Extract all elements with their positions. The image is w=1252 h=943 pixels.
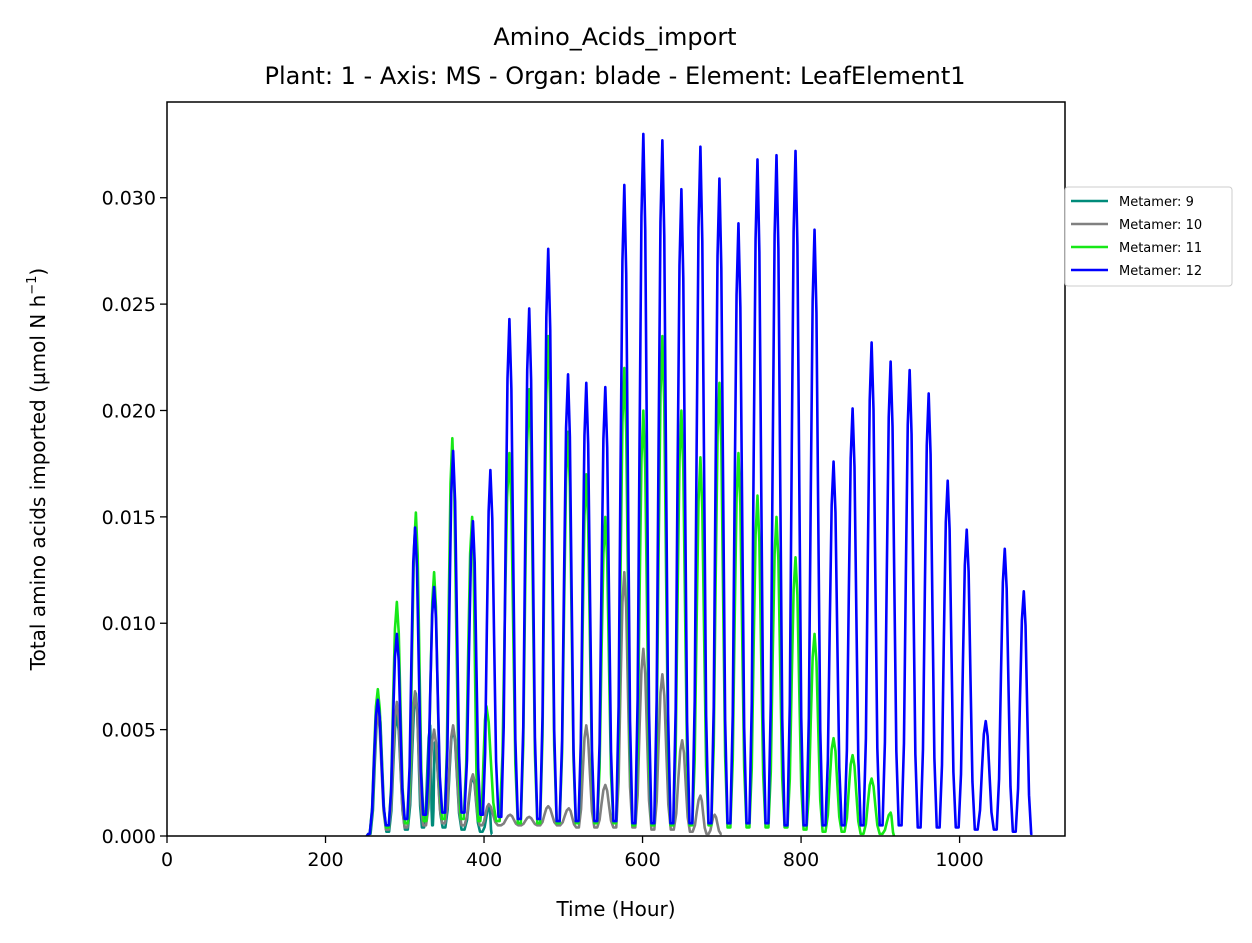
- x-tick-label: 800: [783, 849, 819, 871]
- y-axis-label: Total amino acids imported (µmol N h−1): [25, 268, 50, 671]
- y-tick-label: 0.005: [102, 720, 156, 742]
- x-axis-label: Time (Hour): [555, 897, 675, 921]
- y-axis-label-exponent: −1: [25, 276, 40, 295]
- y-tick-label: 0.015: [102, 507, 156, 529]
- x-tick-label: 0: [161, 849, 173, 871]
- legend-entry-label: Metamer: 10: [1119, 218, 1202, 233]
- x-tick-label: 600: [624, 849, 660, 871]
- chart-title: Amino_Acids_import: [493, 23, 736, 51]
- legend-items: Metamer: 9 Metamer: 10 Metamer: 11 Metamer:…: [1071, 195, 1202, 279]
- chart-subtitle: Plant: 1 - Axis: MS - Organ: blade - Ele…: [264, 62, 965, 90]
- series-line-metamer-12: [365, 132, 1033, 836]
- y-axis-label-close: ): [26, 268, 50, 276]
- y-axis-ticks: 0.000 0.005 0.010 0.015 0.020 0.025 0.030: [102, 188, 167, 848]
- y-tick-label: 0.030: [102, 188, 156, 210]
- x-tick-label: 400: [466, 849, 502, 871]
- legend: Metamer: 9 Metamer: 10 Metamer: 11 Metamer:…: [1064, 186, 1233, 287]
- legend-entry-label: Metamer: 9: [1119, 195, 1194, 210]
- y-tick-label: 0.020: [102, 400, 156, 422]
- x-tick-label: 200: [307, 849, 343, 871]
- x-tick-label: 1000: [935, 849, 983, 871]
- plot-frame: [166, 101, 1066, 837]
- y-tick-label: 0.010: [102, 613, 156, 635]
- y-tick-label: 0.025: [102, 294, 156, 316]
- legend-entry-label: Metamer: 11: [1119, 241, 1202, 256]
- y-axis-label-main: Total amino acids imported (µmol N h: [26, 295, 50, 671]
- legend-entry-label: Metamer: 12: [1119, 264, 1202, 279]
- series-layer: [365, 132, 1033, 836]
- x-axis-ticks: 0 200 400 600 800 1000: [161, 836, 984, 871]
- y-tick-label: 0.000: [102, 826, 156, 848]
- legend-box: [1064, 186, 1233, 287]
